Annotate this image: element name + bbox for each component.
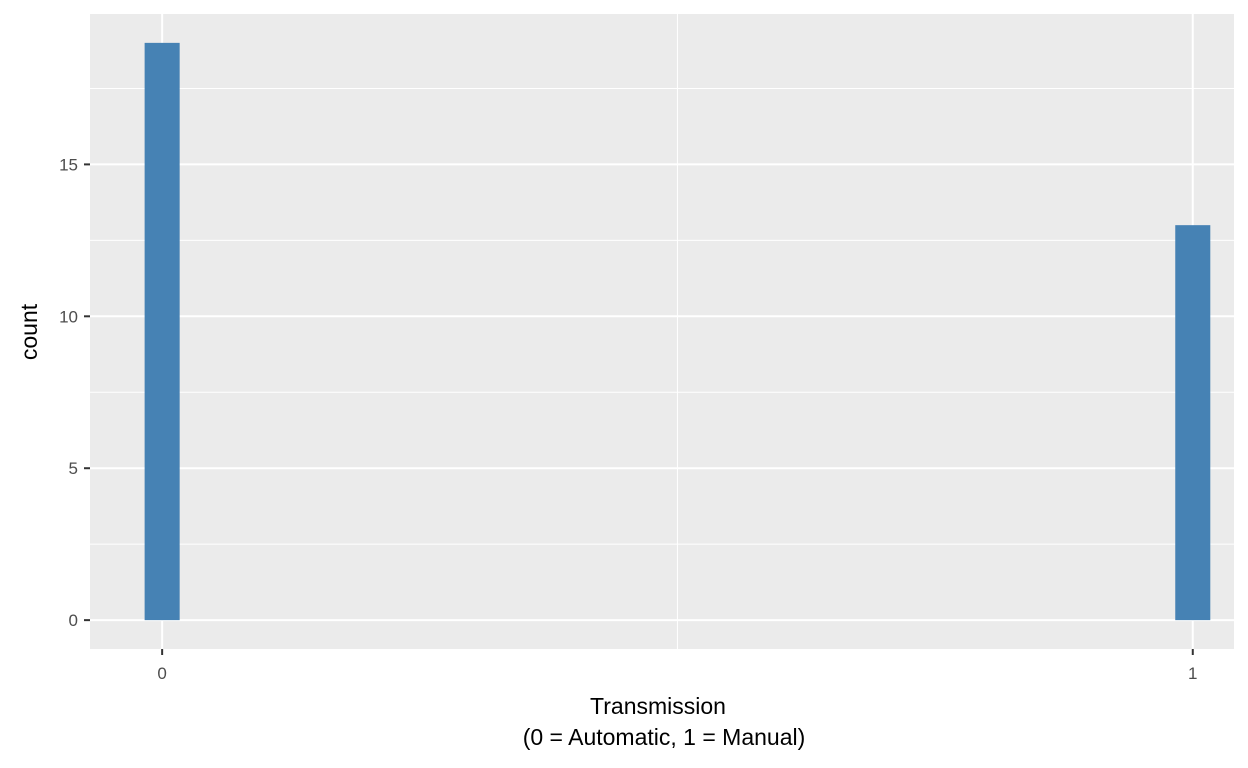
bar-0 — [144, 42, 180, 621]
y-tick-label-0: 0 — [69, 611, 78, 630]
y-tick-label-1: 5 — [69, 459, 78, 478]
y-axis: 0 5 10 15 — [59, 155, 90, 630]
y-tick-label-2: 10 — [59, 307, 78, 326]
y-axis-title: count — [16, 303, 42, 360]
x-axis-title-line2: (0 = Automatic, 1 = Manual) — [523, 724, 806, 750]
x-tick-label-0: 0 — [157, 664, 166, 683]
panel-background — [90, 14, 1234, 649]
x-axis-title-line1: Transmission — [590, 693, 726, 719]
bar-1 — [1175, 225, 1211, 621]
bars — [144, 42, 1211, 621]
y-tick-label-3: 15 — [59, 155, 78, 174]
x-tick-label-1: 1 — [1188, 664, 1197, 683]
grid-minor — [90, 14, 1234, 649]
